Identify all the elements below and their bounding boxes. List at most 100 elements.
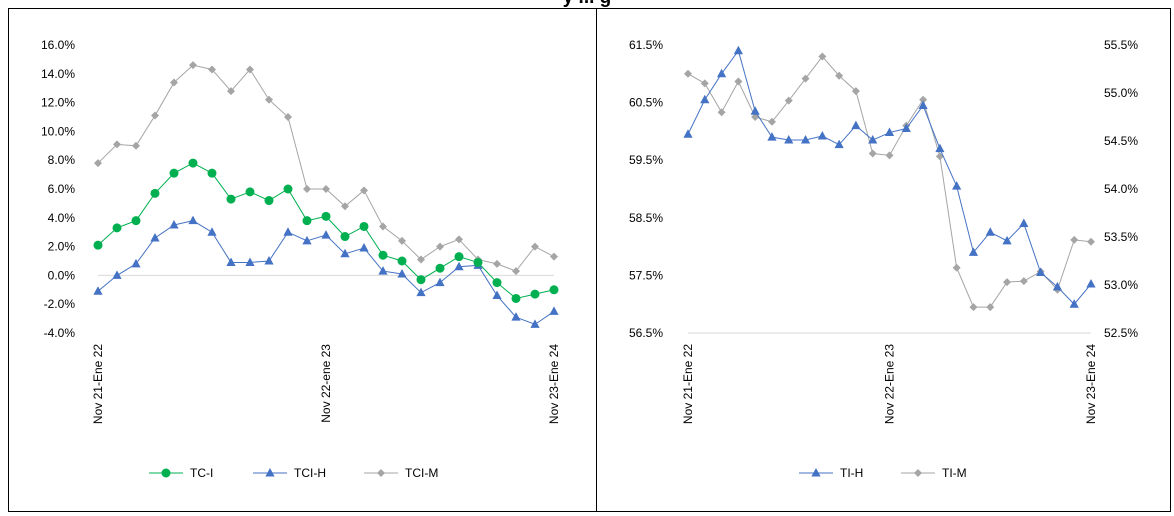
point-TI-H-5 [767, 132, 777, 141]
point-TC-I-5 [188, 158, 198, 168]
y-right-tick-label-2: 54.5% [1104, 134, 1138, 148]
point-TCI-M-21 [493, 259, 501, 268]
point-TI-M-1 [700, 79, 709, 88]
y-left-tick-label-3: 58.5% [629, 211, 663, 225]
y-left-tick-label-5: 56.5% [629, 326, 663, 340]
series-line-TCI-M [97, 64, 555, 272]
point-TI-H-15 [935, 143, 945, 153]
x-tick-label-0: Nov 21-Ene 22 [91, 344, 105, 424]
point-TC-I-7 [226, 194, 236, 204]
point-TC-I-20 [473, 257, 483, 267]
point-TI-H-12 [884, 127, 895, 137]
x-tick-label-1: Nov 22-Ene 23 [883, 344, 897, 424]
point-TC-I-13 [340, 232, 350, 242]
page-title-fragment: y ... g [0, 0, 1174, 8]
point-TCI-H-12 [321, 230, 331, 239]
point-TI-H-11 [868, 135, 878, 144]
point-TCI-H-11 [302, 235, 312, 245]
point-TCI-H-23 [530, 319, 540, 328]
point-TI-H-9 [834, 139, 844, 149]
point-TC-I-12 [321, 211, 331, 221]
point-TCI-H-5 [188, 215, 198, 225]
point-TCI-H-4 [169, 220, 179, 229]
point-TI-H-23 [1069, 299, 1079, 308]
legend-label-right-1: TI-M [942, 466, 967, 480]
point-TC-I-2 [131, 216, 141, 226]
point-TI-M-14 [919, 95, 928, 104]
point-TCI-M-9 [265, 95, 273, 104]
point-TCI-M-1 [113, 140, 121, 149]
point-TCI-M-16 [398, 236, 406, 245]
point-TI-M-4 [751, 113, 760, 121]
point-TCI-M-5 [189, 61, 197, 70]
point-TI-H-24 [1086, 279, 1096, 288]
point-TCI-H-22 [511, 312, 521, 321]
point-TC-I-15 [378, 250, 388, 260]
point-TCI-M-18 [436, 242, 444, 251]
point-TCI-H-16 [397, 268, 407, 278]
y-tick-label-6: 4.0% [48, 211, 76, 225]
point-TI-H-17 [968, 247, 979, 256]
y-left-tick-label-0: 61.5% [629, 38, 663, 52]
point-TCI-M-17 [417, 255, 425, 264]
y-tick-label-1: 14.0% [41, 67, 75, 81]
point-TC-I-10 [283, 184, 293, 194]
point-TCI-H-10 [283, 227, 293, 236]
y-tick-label-2: 12.0% [41, 96, 75, 110]
point-TCI-H-17 [416, 287, 426, 297]
point-TCI-H-0 [93, 286, 103, 295]
point-TCI-H-15 [378, 266, 388, 275]
x-tick-label-1: Nov 22-ene 23 [319, 344, 333, 423]
point-TCI-H-8 [245, 257, 255, 266]
y-tick-label-4: 8.0% [48, 153, 76, 167]
point-TI-H-4 [750, 106, 760, 115]
point-TCI-M-7 [227, 87, 235, 96]
point-TI-M-12 [885, 151, 894, 160]
legend-label-right-0: TI-H [840, 466, 863, 480]
legend-marker-left-0 [161, 468, 171, 478]
point-TCI-M-14 [360, 186, 368, 195]
point-TI-H-3 [733, 45, 743, 55]
chart-panel-right: 61.5% 60.5% 59.5% 58.5% 57.5% 56.5% 55.5% 55.0%… [596, 8, 1171, 512]
point-TC-I-6 [207, 168, 217, 178]
point-TI-H-14 [918, 100, 928, 109]
point-TI-M-16 [952, 263, 961, 272]
chart-right: 61.5% 60.5% 59.5% 58.5% 57.5% 56.5% 55.5% 55.0%… [629, 38, 1138, 480]
point-TCI-H-9 [264, 256, 274, 265]
point-TCI-H-13 [340, 248, 350, 258]
point-TC-I-11 [302, 216, 312, 226]
point-TCI-H-2 [131, 258, 141, 268]
point-TI-H-2 [716, 68, 727, 78]
point-TC-I-22 [511, 293, 521, 303]
point-TI-H-22 [1052, 281, 1063, 291]
point-TI-M-6 [784, 96, 793, 105]
point-TCI-M-15 [379, 222, 387, 231]
point-TCI-M-13 [341, 202, 349, 211]
point-TI-M-10 [851, 87, 860, 96]
legend-marker-right-1 [914, 469, 922, 477]
y-tick-label-10: -4.0% [44, 326, 76, 340]
point-TCI-H-6 [207, 227, 217, 236]
point-TI-H-7 [800, 135, 811, 144]
point-TCI-M-19 [455, 235, 463, 244]
point-TC-I-24 [549, 285, 559, 295]
point-TI-M-0 [684, 69, 692, 78]
legend-marker-right-0 [811, 468, 821, 477]
point-TC-I-19 [454, 252, 464, 262]
point-TI-H-10 [851, 120, 861, 130]
point-TI-M-23 [1070, 235, 1079, 244]
legend-label-left-2: TCI-M [405, 466, 438, 480]
point-TI-M-9 [835, 71, 844, 80]
point-TC-I-17 [416, 275, 426, 285]
x-tick-label-2: Nov 23-Ene 24 [547, 344, 561, 424]
point-TCI-M-8 [246, 65, 254, 74]
y-tick-label-5: 6.0% [48, 182, 76, 196]
point-TI-M-3 [734, 77, 743, 86]
point-TI-H-18 [985, 227, 995, 236]
y-left-tick-label-2: 59.5% [629, 153, 663, 167]
point-TI-H-19 [1002, 235, 1012, 245]
legend-marker-left-2 [377, 469, 385, 477]
point-TCI-M-2 [132, 141, 140, 150]
point-TCI-H-7 [226, 257, 236, 266]
point-TC-I-9 [264, 196, 274, 206]
